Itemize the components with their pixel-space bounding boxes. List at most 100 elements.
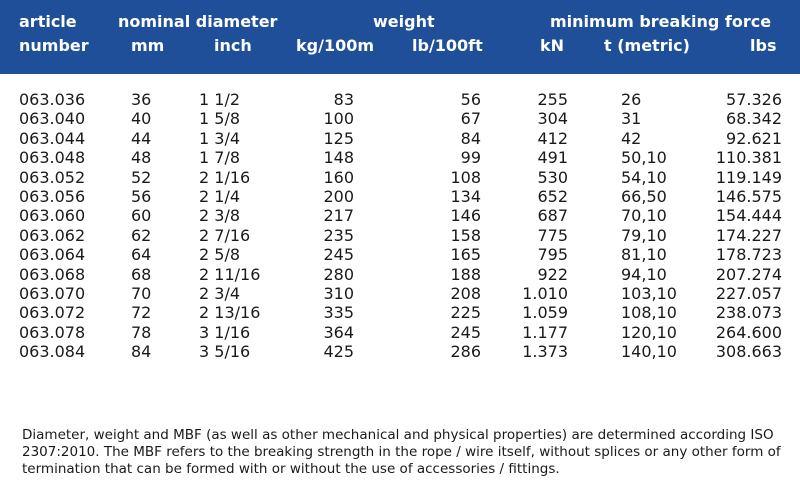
cell-mbf-lbs: 227.057 bbox=[715, 283, 782, 303]
cell-weight-lb: 99 bbox=[460, 148, 481, 168]
cell-mbf-kn: 775 bbox=[537, 225, 568, 245]
cell-weight-kg: 235 bbox=[323, 225, 354, 245]
cell-diameter-inch: 1 3/4 bbox=[199, 128, 241, 148]
cell-weight-lb: 56 bbox=[460, 90, 481, 109]
cell-article-number: 063.060 bbox=[19, 206, 86, 226]
cell-mbf-t: 26 bbox=[621, 90, 642, 109]
cell-weight-kg: 280 bbox=[323, 264, 354, 284]
cell-mbf-lbs: 264.600 bbox=[715, 322, 782, 342]
cell-weight-kg: 364 bbox=[323, 322, 354, 342]
cell-diameter-mm: 40 bbox=[131, 109, 152, 129]
cell-diameter-inch: 2 1/16 bbox=[199, 167, 251, 187]
cell-diameter-inch: 1 5/8 bbox=[199, 109, 241, 129]
cell-mbf-kn: 530 bbox=[537, 167, 568, 187]
cell-weight-lb: 245 bbox=[450, 322, 481, 342]
cell-diameter-mm: 68 bbox=[131, 264, 152, 284]
footnote: Diameter, weight and MBF (as well as oth… bbox=[22, 427, 781, 477]
cell-diameter-mm: 64 bbox=[131, 245, 152, 265]
cell-weight-kg: 125 bbox=[323, 128, 354, 148]
cell-mbf-t: 79,10 bbox=[621, 225, 667, 245]
table-header: article number nominal diameter mm inch … bbox=[0, 0, 800, 74]
cell-mbf-kn: 795 bbox=[537, 245, 568, 265]
cell-mbf-lbs: 57.326 bbox=[726, 90, 782, 109]
cell-diameter-mm: 70 bbox=[131, 283, 152, 303]
table-row: 063.068 68 2 11/16 280 188 922 94,10 207.274 bbox=[0, 265, 800, 284]
cell-article-number: 063.044 bbox=[19, 128, 86, 148]
cell-article-number: 063.072 bbox=[19, 303, 86, 323]
cell-weight-lb: 188 bbox=[450, 264, 481, 284]
cell-weight-lb: 158 bbox=[450, 225, 481, 245]
cell-mbf-lbs: 308.663 bbox=[715, 342, 782, 362]
cell-article-number: 063.062 bbox=[19, 225, 86, 245]
cell-weight-kg: 217 bbox=[323, 206, 354, 226]
cell-mbf-lbs: 110.381 bbox=[715, 148, 782, 168]
cell-mbf-kn: 304 bbox=[537, 109, 568, 129]
cell-mbf-lbs: 178.723 bbox=[715, 245, 782, 265]
header-mbf: minimum breaking force bbox=[550, 12, 772, 31]
header-inch: inch bbox=[214, 36, 252, 55]
cell-article-number: 063.052 bbox=[19, 167, 86, 187]
cell-mbf-lbs: 238.073 bbox=[715, 303, 782, 323]
cell-article-number: 063.084 bbox=[19, 342, 86, 362]
cell-weight-lb: 225 bbox=[450, 303, 481, 323]
cell-diameter-mm: 84 bbox=[131, 342, 152, 362]
header-mm: mm bbox=[131, 36, 165, 55]
table-row: 063.070 70 2 3/4 310 208 1.010 103,10 227.057 bbox=[0, 284, 800, 303]
cell-mbf-lbs: 92.621 bbox=[726, 128, 782, 148]
table-row: 063.060 60 2 3/8 217 146 687 70,10 154.444 bbox=[0, 206, 800, 225]
cell-article-number: 063.070 bbox=[19, 283, 86, 303]
cell-article-number: 063.078 bbox=[19, 322, 86, 342]
cell-diameter-mm: 72 bbox=[131, 303, 152, 323]
cell-diameter-inch: 2 11/16 bbox=[199, 264, 261, 284]
cell-diameter-mm: 78 bbox=[131, 322, 152, 342]
cell-weight-kg: 425 bbox=[323, 342, 354, 362]
cell-diameter-mm: 56 bbox=[131, 186, 152, 206]
cell-mbf-kn: 1.177 bbox=[522, 322, 568, 342]
cell-diameter-mm: 60 bbox=[131, 206, 152, 226]
cell-mbf-kn: 652 bbox=[537, 186, 568, 206]
cell-mbf-lbs: 174.227 bbox=[715, 225, 782, 245]
header-article-line2: number bbox=[19, 36, 89, 55]
cell-mbf-kn: 1.373 bbox=[522, 342, 568, 362]
cell-weight-lb: 67 bbox=[460, 109, 481, 129]
cell-mbf-t: 94,10 bbox=[621, 264, 667, 284]
cell-mbf-t: 31 bbox=[621, 109, 642, 129]
cell-weight-kg: 148 bbox=[323, 148, 354, 168]
cell-mbf-t: 70,10 bbox=[621, 206, 667, 226]
cell-mbf-kn: 412 bbox=[537, 128, 568, 148]
cell-mbf-t: 50,10 bbox=[621, 148, 667, 168]
header-weight: weight bbox=[373, 12, 435, 31]
table-row: 063.072 72 2 13/16 335 225 1.059 108,10 238.073 bbox=[0, 303, 800, 322]
cell-mbf-lbs: 146.575 bbox=[715, 186, 782, 206]
header-lbs: lbs bbox=[750, 36, 777, 55]
cell-article-number: 063.040 bbox=[19, 109, 86, 129]
table-row: 063.084 84 3 5/16 425 286 1.373 140,10 308.663 bbox=[0, 342, 800, 361]
cell-diameter-inch: 1 7/8 bbox=[199, 148, 241, 168]
table-row: 063.056 56 2 1/4 200 134 652 66,50 146.575 bbox=[0, 187, 800, 206]
cell-article-number: 063.056 bbox=[19, 186, 86, 206]
cell-mbf-lbs: 68.342 bbox=[726, 109, 782, 129]
cell-diameter-mm: 52 bbox=[131, 167, 152, 187]
cell-mbf-t: 66,50 bbox=[621, 186, 667, 206]
cell-diameter-mm: 44 bbox=[131, 128, 152, 148]
cell-weight-kg: 100 bbox=[323, 109, 354, 129]
cell-diameter-inch: 3 5/16 bbox=[199, 342, 251, 362]
cell-mbf-kn: 491 bbox=[537, 148, 568, 168]
header-tmetric: t (metric) bbox=[604, 36, 690, 55]
cell-diameter-inch: 3 1/16 bbox=[199, 322, 251, 342]
table-row: 063.052 52 2 1/16 160 108 530 54,10 119.149 bbox=[0, 168, 800, 187]
cell-article-number: 063.068 bbox=[19, 264, 86, 284]
cell-weight-kg: 83 bbox=[333, 90, 354, 109]
cell-weight-kg: 200 bbox=[323, 186, 354, 206]
cell-weight-lb: 146 bbox=[450, 206, 481, 226]
table-row: 063.062 62 2 7/16 235 158 775 79,10 174.227 bbox=[0, 226, 800, 245]
cell-diameter-inch: 2 7/16 bbox=[199, 225, 251, 245]
cell-mbf-t: 103,10 bbox=[621, 283, 677, 303]
cell-mbf-t: 54,10 bbox=[621, 167, 667, 187]
cell-mbf-kn: 687 bbox=[537, 206, 568, 226]
cell-diameter-inch: 1 1/2 bbox=[199, 90, 241, 109]
cell-diameter-inch: 2 13/16 bbox=[199, 303, 261, 323]
cell-weight-lb: 208 bbox=[450, 283, 481, 303]
cell-mbf-kn: 922 bbox=[537, 264, 568, 284]
cell-article-number: 063.048 bbox=[19, 148, 86, 168]
